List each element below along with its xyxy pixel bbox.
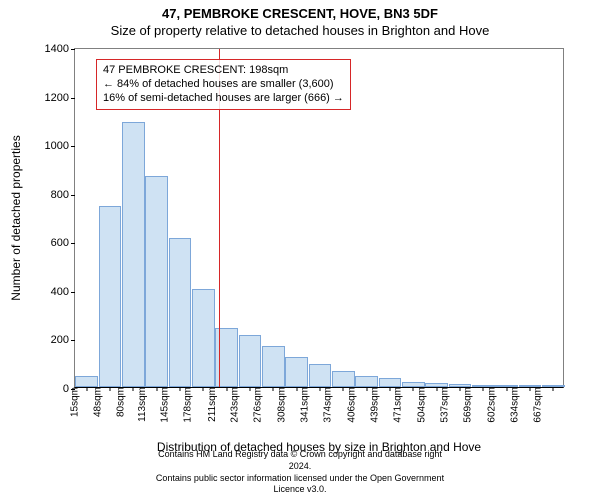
chart-plot-area: 020040060080010001200140015sqm48sqm80sqm…: [74, 48, 564, 388]
x-tick-label: 48sqm: [86, 387, 103, 417]
x-tick-label: 439sqm: [364, 387, 381, 423]
x-tick-label: 537sqm: [434, 387, 451, 423]
x-tick-label: 15sqm: [63, 387, 80, 417]
x-tick-label: 80sqm: [110, 387, 127, 417]
histogram-bar: [285, 357, 308, 387]
x-tick-label: 276sqm: [247, 387, 264, 423]
x-tick-label: 308sqm: [270, 387, 287, 423]
x-tick-label: 667sqm: [527, 387, 544, 423]
histogram-bar: [169, 238, 192, 387]
histogram-bar: [122, 122, 145, 387]
x-tick-label: 145sqm: [154, 387, 171, 423]
histogram-bar: [379, 378, 402, 387]
histogram-bar: [192, 289, 215, 387]
chart-title-desc: Size of property relative to detached ho…: [0, 21, 600, 42]
x-tick-label: 113sqm: [131, 387, 148, 422]
x-tick-label: 569sqm: [457, 387, 474, 423]
x-tick-label: 341sqm: [294, 387, 311, 423]
y-tick-label: 1000: [45, 140, 75, 152]
histogram-bar: [262, 346, 285, 387]
x-tick-label: 634sqm: [504, 387, 521, 423]
x-tick-label: 374sqm: [317, 387, 334, 423]
footer-line2: Contains public sector information licen…: [150, 473, 450, 496]
histogram-bar: [309, 364, 332, 387]
histogram-bar: [99, 206, 122, 387]
y-tick-label: 600: [51, 237, 75, 249]
y-tick-label: 400: [51, 286, 75, 298]
x-tick-label: 471sqm: [387, 387, 404, 423]
histogram-bar: [332, 371, 355, 387]
y-tick-label: 800: [51, 189, 75, 201]
y-axis-label: Number of detached properties: [9, 135, 23, 300]
x-tick-label: 602sqm: [480, 387, 497, 423]
info-box-line: 16% of semi-detached houses are larger (…: [103, 91, 344, 105]
info-box-line: 47 PEMBROKE CRESCENT: 198sqm: [103, 63, 344, 77]
y-tick-label: 200: [51, 334, 75, 346]
x-tick-label: 178sqm: [177, 387, 194, 423]
y-tick-label: 1400: [45, 43, 75, 55]
histogram-bar: [145, 176, 168, 387]
info-box: 47 PEMBROKE CRESCENT: 198sqm← 84% of det…: [96, 59, 351, 110]
chart-title-address: 47, PEMBROKE CRESCENT, HOVE, BN3 5DF: [0, 0, 600, 21]
x-tick-mark: [553, 387, 554, 391]
y-tick-label: 1200: [45, 92, 75, 104]
footer-line1: Contains HM Land Registry data © Crown c…: [150, 449, 450, 472]
x-tick-label: 504sqm: [410, 387, 427, 423]
histogram-bar: [75, 376, 98, 387]
x-tick-label: 406sqm: [340, 387, 357, 423]
x-tick-label: 211sqm: [201, 387, 218, 422]
histogram-bar: [239, 335, 262, 387]
histogram-bar: [355, 376, 378, 387]
footer-attribution: Contains HM Land Registry data © Crown c…: [150, 449, 450, 496]
x-tick-label: 243sqm: [224, 387, 241, 423]
info-box-line: ← 84% of detached houses are smaller (3,…: [103, 77, 344, 91]
